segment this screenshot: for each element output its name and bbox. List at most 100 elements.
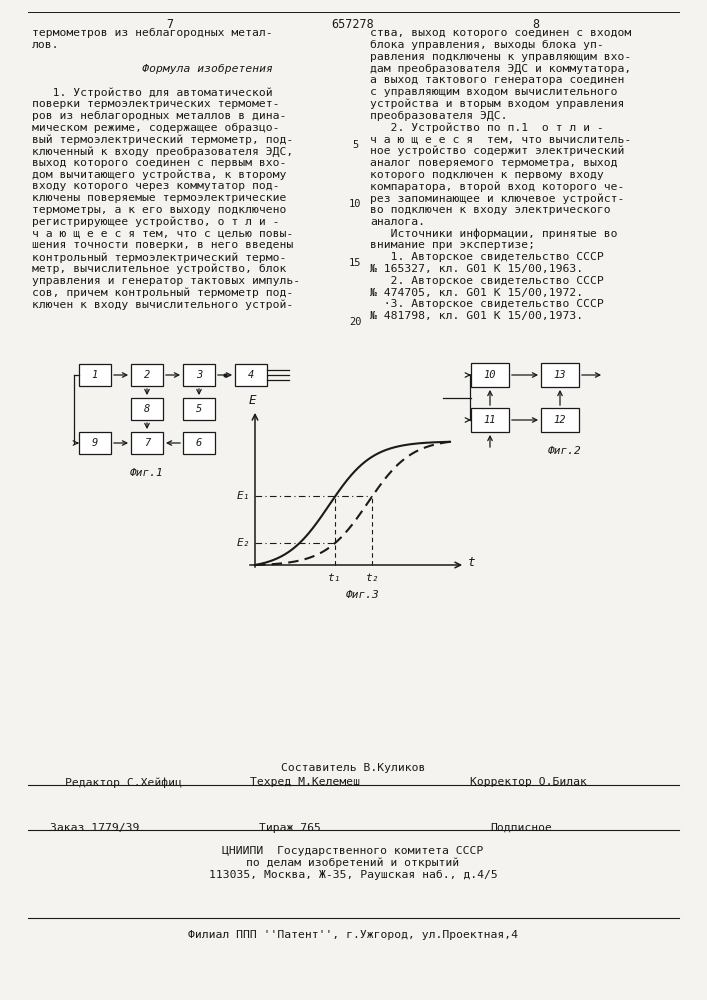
Text: 657278: 657278	[332, 18, 375, 31]
Text: а выход тактового генератора соединен: а выход тактового генератора соединен	[370, 75, 624, 85]
Text: сов, причем контрольный термометр под-: сов, причем контрольный термометр под-	[32, 288, 293, 298]
Text: дам преобразователя ЭДС и коммутатора,: дам преобразователя ЭДС и коммутатора,	[370, 63, 631, 74]
Text: 113035, Москва, Ж-35, Раушская наб., д.4/5: 113035, Москва, Ж-35, Раушская наб., д.4…	[209, 870, 498, 880]
Text: компаратора, второй вход которого че-: компаратора, второй вход которого че-	[370, 181, 624, 192]
Text: шения точности поверки, в него введены: шения точности поверки, в него введены	[32, 240, 293, 250]
Text: Составитель В.Куликов: Составитель В.Куликов	[281, 763, 425, 773]
Bar	[541, 408, 579, 432]
Text: 20: 20	[349, 317, 361, 327]
Text: преобразователя ЭДС.: преобразователя ЭДС.	[370, 111, 508, 121]
Text: 1. Авторское свидетельство СССР: 1. Авторское свидетельство СССР	[370, 252, 604, 262]
Text: ное устройство содержит электрический: ное устройство содержит электрический	[370, 146, 624, 156]
Text: 13: 13	[554, 370, 566, 380]
Text: 15: 15	[349, 258, 361, 268]
Text: Формула изобретения: Формула изобретения	[101, 63, 273, 74]
Bar	[79, 432, 111, 454]
Text: Корректор О.Билак: Корректор О.Билак	[470, 777, 587, 787]
Text: ЦНИИПИ  Государственного комитета СССР: ЦНИИПИ Государственного комитета СССР	[223, 846, 484, 856]
Text: 6: 6	[196, 438, 202, 448]
Text: контрольный термоэлектрический термо-: контрольный термоэлектрический термо-	[32, 252, 286, 263]
Bar	[471, 363, 509, 387]
Text: равления подключены к управляющим вхо-: равления подключены к управляющим вхо-	[370, 52, 631, 62]
Text: 5: 5	[196, 404, 202, 414]
Text: 10: 10	[349, 199, 361, 209]
Text: № 165327, кл. G01 K 15/00,1963.: № 165327, кл. G01 K 15/00,1963.	[370, 264, 583, 274]
Text: 7: 7	[166, 18, 173, 31]
Text: t₁: t₁	[328, 573, 342, 583]
Bar	[183, 364, 215, 386]
Text: дом вычитающего устройства, к второму: дом вычитающего устройства, к второму	[32, 170, 286, 180]
Text: аналог поверяемого термометра, выход: аналог поверяемого термометра, выход	[370, 158, 617, 168]
Bar	[471, 408, 509, 432]
Text: входу которого через коммутатор под-: входу которого через коммутатор под-	[32, 181, 279, 191]
Text: № 481798, кл. G01 K 15/00,1973.: № 481798, кл. G01 K 15/00,1973.	[370, 311, 583, 321]
Text: ключены поверяемые термоэлектрические: ключены поверяемые термоэлектрические	[32, 193, 286, 203]
Text: 8: 8	[144, 404, 150, 414]
Text: Источники информации, принятые во: Источники информации, принятые во	[370, 229, 617, 239]
Text: 10: 10	[484, 370, 496, 380]
Text: которого подключен к первому входу: которого подключен к первому входу	[370, 170, 604, 180]
Text: 11: 11	[484, 415, 496, 425]
Text: 1. Устройство для автоматической: 1. Устройство для автоматической	[32, 87, 273, 98]
Text: Тираж 765: Тираж 765	[259, 823, 321, 833]
Text: рез запоминающее и ключевое устройст-: рез запоминающее и ключевое устройст-	[370, 193, 624, 204]
Bar	[131, 432, 163, 454]
Text: ров из неблагородных металлов в дина-: ров из неблагородных металлов в дина-	[32, 111, 286, 121]
Text: ч а ю щ е е с я тем, что с целью повы-: ч а ю щ е е с я тем, что с целью повы-	[32, 229, 293, 239]
Text: 4: 4	[248, 370, 254, 380]
Text: аналога.: аналога.	[370, 217, 425, 227]
Bar	[235, 364, 267, 386]
Text: регистрирующее устройство, о т л и -: регистрирующее устройство, о т л и -	[32, 217, 279, 227]
Text: блока управления, выходы блока уп-: блока управления, выходы блока уп-	[370, 40, 604, 50]
Text: мическом режиме, содержащее образцо-: мическом режиме, содержащее образцо-	[32, 122, 279, 133]
Text: 2. Авторское свидетельство СССР: 2. Авторское свидетельство СССР	[370, 276, 604, 286]
Text: термометры, а к его выходу подключено: термометры, а к его выходу подключено	[32, 205, 286, 215]
Bar	[541, 363, 579, 387]
Text: Филиал ППП ''Патент'', г.Ужгород, ул.Проектная,4: Филиал ППП ''Патент'', г.Ужгород, ул.Про…	[188, 930, 518, 940]
Text: E: E	[248, 394, 256, 407]
Text: ключен к входу вычислительного устрой-: ключен к входу вычислительного устрой-	[32, 299, 293, 310]
Text: Техред М.Келемеш: Техред М.Келемеш	[250, 777, 360, 787]
Text: устройства и вторым входом управления: устройства и вторым входом управления	[370, 99, 624, 109]
Text: внимание при экспертизе;: внимание при экспертизе;	[370, 240, 535, 250]
Text: E₁: E₁	[237, 491, 250, 501]
Text: лов.: лов.	[32, 40, 59, 50]
Text: Фиг.3: Фиг.3	[346, 590, 380, 600]
Text: управления и генератор тактовых импуль-: управления и генератор тактовых импуль-	[32, 276, 300, 286]
Text: Заказ 1779/39: Заказ 1779/39	[50, 823, 139, 833]
Text: 5: 5	[352, 140, 358, 150]
Text: 12: 12	[554, 415, 566, 425]
Text: 1: 1	[92, 370, 98, 380]
Text: 3: 3	[196, 370, 202, 380]
Text: вый термоэлектрический термометр, под-: вый термоэлектрический термометр, под-	[32, 134, 293, 145]
Text: 7: 7	[144, 438, 150, 448]
Bar	[131, 398, 163, 420]
Text: Редактор С.Хейфиц: Редактор С.Хейфиц	[65, 777, 182, 788]
Text: во подключен к входу электрического: во подключен к входу электрического	[370, 205, 611, 215]
Text: Фиг.1: Фиг.1	[130, 468, 164, 478]
Text: по делам изобретений и открытий: по делам изобретений и открытий	[247, 858, 460, 868]
Text: выход которого соединен с первым вхо-: выход которого соединен с первым вхо-	[32, 158, 286, 168]
Bar	[79, 364, 111, 386]
Text: № 474705, кл. G01 K 15/00,1972.: № 474705, кл. G01 K 15/00,1972.	[370, 288, 583, 298]
Text: поверки термоэлектрических термомет-: поверки термоэлектрических термомет-	[32, 99, 279, 109]
Text: термометров из неблагородных метал-: термометров из неблагородных метал-	[32, 28, 273, 38]
Text: 2: 2	[144, 370, 150, 380]
Text: метр, вычислительное устройство, блок: метр, вычислительное устройство, блок	[32, 264, 286, 274]
Text: ч а ю щ е е с я  тем, что вычислитель-: ч а ю щ е е с я тем, что вычислитель-	[370, 134, 631, 144]
Bar	[183, 432, 215, 454]
Bar	[131, 364, 163, 386]
Text: t: t	[468, 556, 476, 568]
Text: ства, выход которого соединен с входом: ства, выход которого соединен с входом	[370, 28, 631, 38]
Text: 9: 9	[92, 438, 98, 448]
Text: E₂: E₂	[237, 538, 250, 548]
Text: ·3. Авторское свидетельство СССР: ·3. Авторское свидетельство СССР	[370, 299, 604, 309]
Text: 2. Устройство по п.1  о т л и -: 2. Устройство по п.1 о т л и -	[370, 122, 604, 133]
Text: Фиг.2: Фиг.2	[548, 446, 582, 456]
Text: ключенный к входу преобразователя ЭДС,: ключенный к входу преобразователя ЭДС,	[32, 146, 293, 157]
Text: с управляющим входом вычислительного: с управляющим входом вычислительного	[370, 87, 617, 97]
Text: t₂: t₂	[366, 573, 379, 583]
Text: Подписное: Подписное	[490, 823, 552, 833]
Text: 8: 8	[532, 18, 539, 31]
Bar	[183, 398, 215, 420]
